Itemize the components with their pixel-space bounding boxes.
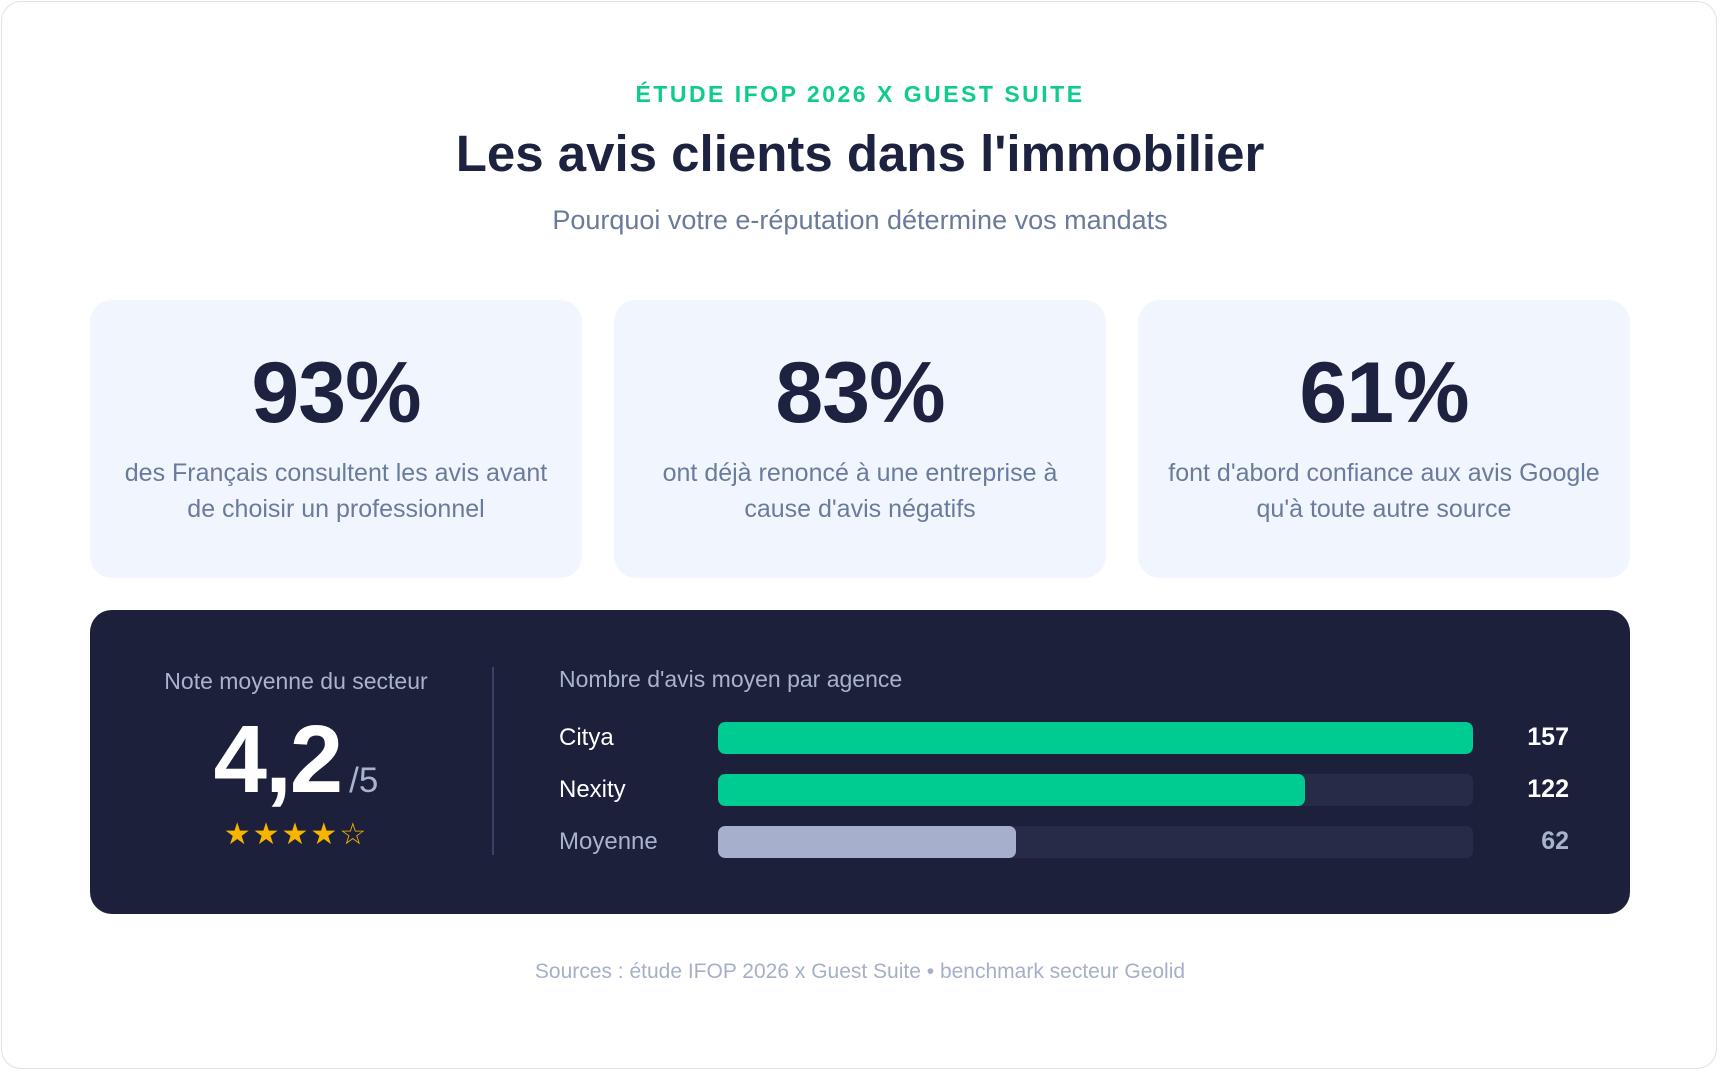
bar-row-moyenne: Moyenne 62 <box>559 826 1569 858</box>
star-rating-icon: ★★★★☆ <box>223 818 369 851</box>
sector-panel: Note moyenne du secteur 4,2/5 ★★★★☆ Nomb… <box>90 610 1630 914</box>
bar-label: Moyenne <box>559 828 658 855</box>
bar-track <box>718 774 1473 806</box>
bar-label: Citya <box>559 724 614 751</box>
stat-card-trust: 61% font d'abord confiance aux avis Goog… <box>1138 300 1630 578</box>
panel-divider <box>492 667 494 855</box>
bar-row-nexity: Nexity 122 <box>559 774 1569 806</box>
bar-row-citya: Citya 157 <box>559 722 1569 754</box>
stat-card-renounce: 83% ont déjà renoncé à une entreprise à … <box>614 300 1106 578</box>
study-eyebrow: ÉTUDE IFOP 2026 X GUEST SUITE <box>635 81 1085 107</box>
rating-label: Note moyenne du secteur <box>164 668 428 694</box>
stat-value: 93% <box>251 345 421 441</box>
sources-footer: Sources : étude IFOP 2026 x Guest Suite … <box>534 960 1186 983</box>
stat-description: ont déjà renoncé à une entreprise à caus… <box>662 459 1058 523</box>
bar-track <box>718 826 1473 858</box>
chart-title: Nombre d'avis moyen par agence <box>559 666 903 692</box>
bar-label: Nexity <box>559 776 626 803</box>
stat-value: 61% <box>1299 345 1469 441</box>
bar-fill <box>718 774 1305 806</box>
stat-card-consult: 93% des Français consultent les avis ava… <box>90 300 582 578</box>
rating-value: 4,2 <box>213 706 343 813</box>
stat-description: font d'abord confiance aux avis Google q… <box>1168 459 1600 523</box>
stat-value: 83% <box>775 345 945 441</box>
bar-value: 122 <box>1527 775 1569 803</box>
page-title: Les avis clients dans l'immobilier <box>455 125 1265 182</box>
bar-fill <box>718 826 1016 858</box>
page-subtitle: Pourquoi votre e-réputation détermine vo… <box>552 205 1168 235</box>
rating-score: 4,2/5 <box>90 705 502 815</box>
bar-fill <box>718 722 1473 754</box>
stat-description: des Français consultent les avis avant d… <box>124 459 548 523</box>
rating-scale: /5 <box>349 761 379 800</box>
bar-value: 62 <box>1541 827 1569 855</box>
bar-track <box>718 722 1473 754</box>
bar-value: 157 <box>1527 723 1569 751</box>
